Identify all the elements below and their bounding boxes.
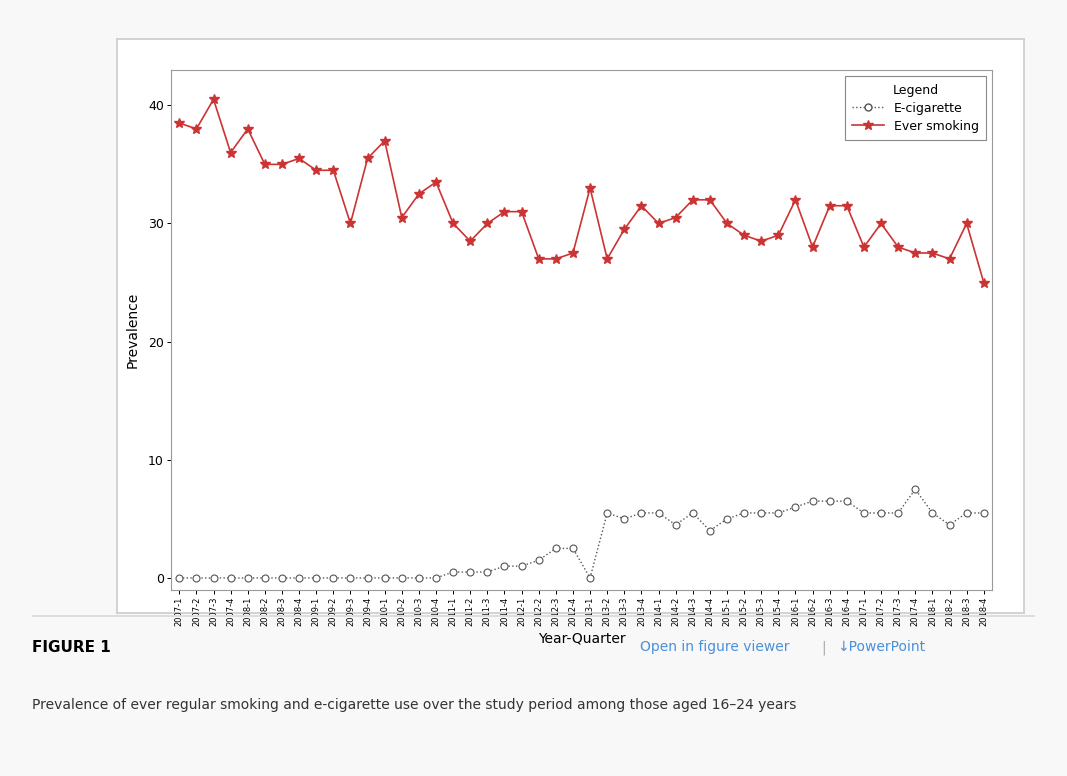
Text: Prevalence of ever regular smoking and e-cigarette use over the study period amo: Prevalence of ever regular smoking and e… <box>32 698 796 712</box>
X-axis label: Year-Quarter: Year-Quarter <box>538 632 625 646</box>
Y-axis label: Prevalence: Prevalence <box>126 292 140 368</box>
Legend: E-cigarette, Ever smoking: E-cigarette, Ever smoking <box>845 76 986 140</box>
Text: FIGURE 1: FIGURE 1 <box>32 640 111 655</box>
Text: |: | <box>822 640 826 655</box>
Text: Open in figure viewer: Open in figure viewer <box>640 640 790 654</box>
Text: ↓PowerPoint: ↓PowerPoint <box>838 640 926 654</box>
